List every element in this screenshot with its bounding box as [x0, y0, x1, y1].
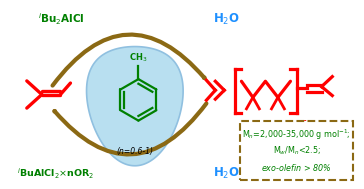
Polygon shape — [87, 46, 183, 166]
Text: $\it{exo}$-olefin > 80%: $\it{exo}$-olefin > 80% — [261, 162, 332, 173]
Text: M$_w$/M$_n$<2.5;: M$_w$/M$_n$<2.5; — [273, 145, 321, 157]
FancyArrowPatch shape — [55, 103, 206, 154]
FancyArrowPatch shape — [52, 35, 205, 86]
Text: CH$_3$: CH$_3$ — [129, 51, 148, 64]
Text: $n$: $n$ — [300, 118, 308, 128]
Text: M$_n$=2,000-35,000 g mol$^{-1}$;: M$_n$=2,000-35,000 g mol$^{-1}$; — [242, 127, 351, 142]
Text: H$_2$O: H$_2$O — [213, 166, 240, 181]
Text: $^i$Bu$_2$AlCl: $^i$Bu$_2$AlCl — [38, 12, 85, 27]
Text: (n=0.6-1): (n=0.6-1) — [116, 147, 153, 156]
FancyBboxPatch shape — [240, 121, 353, 180]
Text: H$_2$O: H$_2$O — [213, 12, 240, 27]
Text: $^i$BuAlCl$_2$$\times$nOR$_2$: $^i$BuAlCl$_2$$\times$nOR$_2$ — [17, 167, 95, 181]
